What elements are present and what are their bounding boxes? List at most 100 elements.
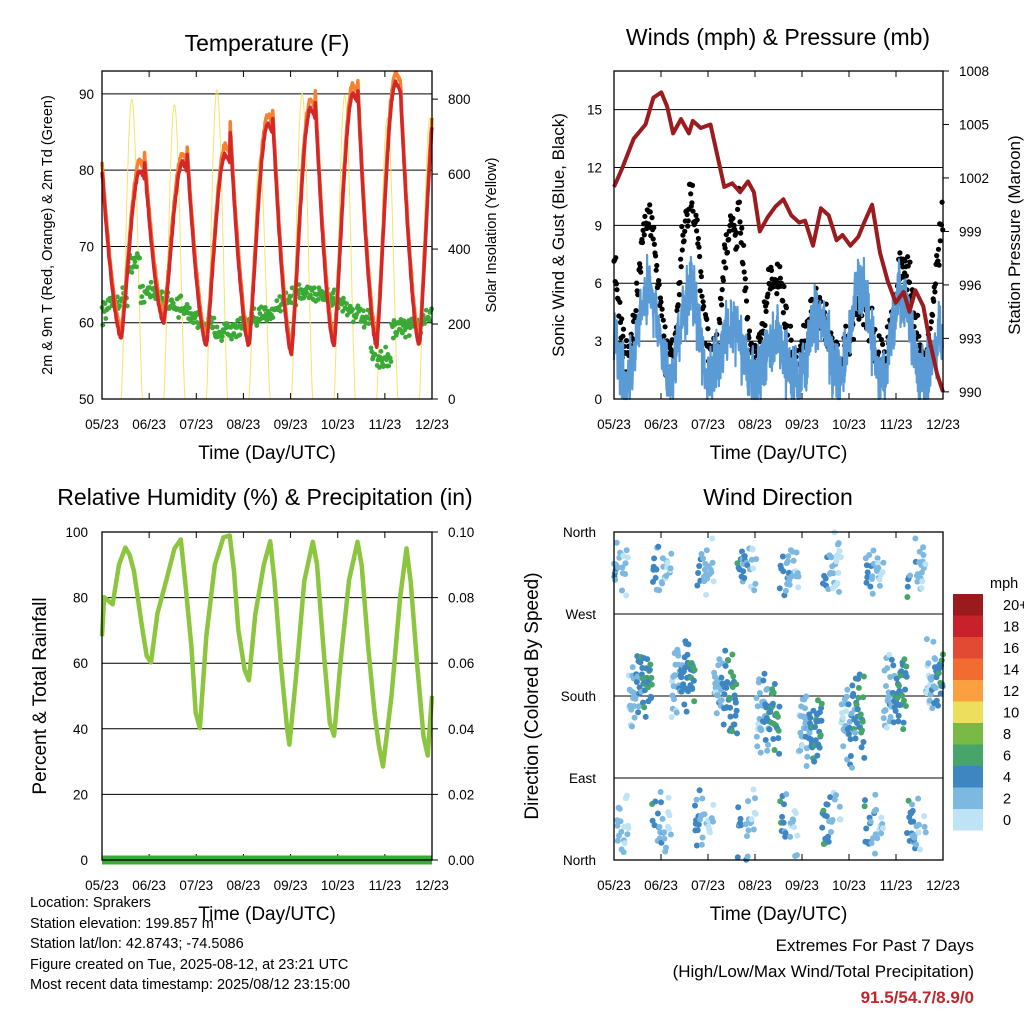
direction-point (710, 801, 717, 808)
direction-point (912, 535, 919, 542)
direction-point (722, 662, 729, 669)
direction-point (714, 692, 721, 699)
direction-point (863, 825, 870, 832)
gust-point (739, 225, 745, 231)
gust-point (781, 283, 787, 290)
direction-point (855, 684, 862, 691)
direction-point (910, 818, 917, 825)
direction-point (734, 854, 741, 861)
direction-point (859, 727, 865, 734)
direction-point (923, 636, 930, 643)
gust-point (642, 213, 648, 219)
direction-point (902, 703, 909, 709)
gust-point (651, 241, 658, 247)
gust-point (843, 323, 849, 329)
y-tick-label: 20 (73, 787, 88, 802)
direction-point (825, 833, 831, 840)
direction-point (896, 682, 902, 689)
dewpoint-point (340, 308, 346, 314)
gust-point (777, 264, 783, 270)
direction-point (793, 549, 800, 556)
direction-point (790, 557, 797, 564)
direction-point (693, 842, 700, 849)
gust-point (758, 336, 764, 342)
dewpoint-point (308, 292, 313, 298)
dewpoint-point (378, 348, 384, 354)
direction-point (741, 553, 748, 560)
x-tick-label: 06/23 (644, 878, 678, 893)
direction-point (786, 581, 793, 588)
dewpoint-point (167, 304, 173, 309)
gust-point (724, 249, 731, 255)
direction-point (709, 559, 716, 566)
direction-point (715, 662, 722, 669)
direction-point (814, 752, 821, 759)
dewpoint-point (361, 324, 367, 330)
direction-point (822, 575, 829, 582)
direction-point (918, 585, 925, 591)
gust-point (734, 244, 740, 250)
x-tick-label: 05/23 (597, 878, 631, 893)
pressure-line (612, 90, 945, 393)
direction-point (663, 844, 669, 851)
direction-point (785, 553, 792, 560)
colorbar-swatch (953, 766, 983, 788)
dewpoint-point (390, 335, 396, 341)
gust-point (932, 289, 938, 295)
direction-point (919, 578, 926, 585)
direction-point (744, 833, 750, 840)
x-tick-label: 08/23 (227, 878, 261, 893)
gust-point (694, 217, 700, 223)
dewpoint-point (350, 307, 355, 312)
direction-point (659, 580, 666, 587)
colorbar-label: 16 (1003, 641, 1019, 657)
dewpoint-point (221, 329, 227, 335)
dewpoint-point (270, 315, 276, 320)
gust-point (639, 239, 646, 246)
direction-point (864, 569, 871, 576)
gust-point (677, 279, 683, 286)
direction-point (904, 594, 911, 600)
y-tick-label: 0 (80, 853, 88, 868)
direction-point (812, 724, 818, 730)
direction-point (735, 804, 742, 811)
direction-point (860, 694, 867, 701)
gust-point (694, 228, 700, 234)
dewpoint-point (262, 305, 268, 310)
y2-axis-label: Station Pressure (Maroon) (1005, 135, 1024, 334)
direction-point (684, 651, 691, 658)
direction-point (925, 660, 932, 667)
direction-point (769, 700, 776, 707)
colorbar-swatch (953, 744, 983, 766)
direction-point (860, 739, 867, 745)
direction-point (689, 686, 696, 692)
direction-point (818, 700, 825, 707)
direction-point (921, 813, 928, 820)
x-tick-label: 10/23 (321, 417, 355, 432)
direction-point (635, 703, 642, 710)
direction-point (921, 823, 928, 830)
direction-point (825, 838, 832, 845)
direction-point (935, 702, 941, 709)
direction-point (782, 830, 789, 837)
gust-point (705, 326, 711, 332)
direction-point (803, 693, 810, 700)
direction-point (828, 554, 835, 561)
gust-point (875, 349, 882, 355)
gust-point (902, 258, 908, 264)
gust-point (730, 215, 736, 221)
gust-point (717, 320, 723, 326)
gust-point (620, 326, 627, 332)
direction-point (613, 539, 620, 546)
direction-point (675, 652, 682, 659)
direction-point (878, 814, 885, 821)
direction-point (892, 707, 899, 714)
gust-point (679, 247, 685, 253)
gust-point (809, 296, 815, 302)
direction-point (631, 714, 638, 721)
gust-point (735, 206, 741, 212)
direction-point (753, 556, 760, 563)
x-tick-label: 11/23 (880, 878, 913, 893)
dewpoint-point (388, 359, 394, 364)
direction-point (806, 729, 813, 736)
